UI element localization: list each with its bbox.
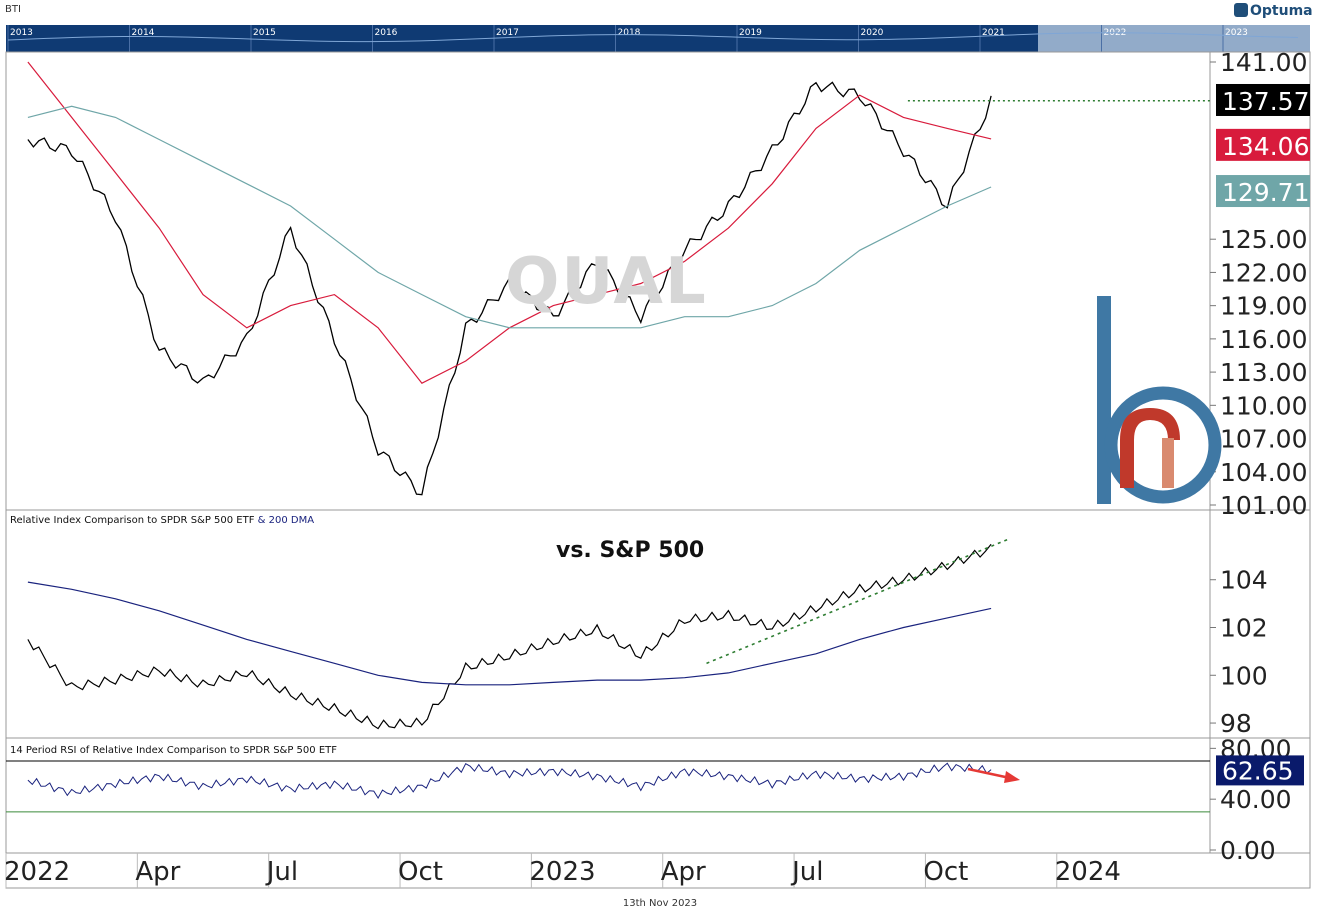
overview-price-line	[7, 32, 1299, 43]
last-value-tag	[1216, 175, 1310, 208]
optuma-logo: Optuma	[1234, 3, 1313, 19]
date-footer: 13th Nov 2023	[622, 898, 698, 909]
y-tick-label: 100	[1220, 661, 1268, 690]
overview-selection	[1038, 25, 1310, 52]
brand-logo-accent	[1162, 438, 1174, 488]
relative-index-line	[27, 543, 992, 730]
relative-trendline	[706, 538, 1009, 665]
x-axis-label: Oct	[923, 857, 968, 887]
x-axis-label: Jul	[790, 857, 823, 887]
relative-title-main: Relative Index Comparison to SPDR S&P 50…	[10, 515, 255, 526]
relative-200dma-line	[27, 581, 992, 686]
x-axis-label: 2023	[529, 857, 595, 887]
overview-year-label: 2016	[375, 28, 398, 38]
overview-year-label: 2017	[496, 28, 519, 38]
watermark: QUAL	[505, 245, 708, 319]
rsi-line	[27, 762, 992, 799]
overview-year-label: 2020	[861, 28, 884, 38]
y-tick-label: 98	[1220, 709, 1252, 738]
last-value-label: 129.71	[1222, 178, 1309, 207]
y-tick-label: 102	[1220, 614, 1268, 643]
y-tick-label: 40.00	[1220, 785, 1292, 814]
overview-year-label: 2018	[618, 28, 641, 38]
overview-year-label: 2021	[982, 28, 1005, 38]
brand-logo-stem	[1097, 296, 1111, 504]
overview-year-label: 2014	[132, 28, 155, 38]
y-tick-label: 141.00	[1220, 48, 1307, 77]
y-tick-label: 110.00	[1220, 391, 1307, 420]
x-axis-label: 2024	[1055, 857, 1121, 887]
chart-frame	[5, 51, 1311, 889]
symbol-label: BTI	[5, 4, 21, 15]
rsi-arrow-shaft	[967, 767, 1011, 780]
last-value-tag	[1216, 83, 1310, 116]
rsi-last-value-tag	[1216, 755, 1304, 786]
overview-year-label: 2015	[253, 28, 276, 38]
y-tick-label: 116.00	[1220, 325, 1307, 354]
relative-title-suffix: & 200 DMA	[254, 515, 315, 526]
x-axis-label: Apr	[135, 857, 180, 887]
x-axis-label: 2022	[4, 857, 70, 887]
y-tick-label: 122.00	[1220, 258, 1307, 287]
overview-year-label: 2019	[739, 28, 762, 38]
vs-sp500-annotation: vs. S&P 500	[556, 538, 705, 563]
y-tick-label: 119.00	[1220, 292, 1307, 321]
y-tick-label: 113.00	[1220, 358, 1307, 387]
y-tick-label: 104	[1220, 566, 1268, 595]
brand-logo-mark	[1120, 408, 1180, 488]
brand-logo-bowl	[1104, 386, 1222, 504]
last-value-label: 137.57	[1222, 87, 1309, 116]
x-axis-label: Apr	[661, 857, 706, 887]
y-tick-label: 104.00	[1220, 458, 1307, 487]
y-tick-label: 125.00	[1220, 225, 1307, 254]
x-axis-label: Oct	[398, 857, 443, 887]
y-tick-label: 101.00	[1220, 491, 1307, 520]
ma200-line	[27, 105, 992, 329]
relative-panel-title: Relative Index Comparison to SPDR S&P 50…	[10, 515, 314, 526]
rsi-last-value-label: 62.65	[1222, 756, 1294, 785]
y-tick-label: 0.00	[1220, 836, 1276, 865]
last-value-label: 134.06	[1222, 132, 1309, 161]
x-axis-label: Jul	[265, 857, 298, 887]
rsi-panel-title: 14 Period RSI of Relative Index Comparis…	[10, 745, 337, 756]
overview-year-label: 2013	[10, 28, 33, 38]
price-series-line	[27, 81, 992, 496]
optuma-logo-text: Optuma	[1250, 3, 1313, 19]
ma50-line	[27, 61, 992, 384]
last-value-tag	[1216, 128, 1310, 161]
overview-year-label: 2023	[1225, 28, 1248, 38]
y-tick-label: 107.00	[1220, 425, 1307, 454]
optuma-logo-icon	[1234, 3, 1248, 17]
rsi-arrow-head	[1004, 771, 1020, 783]
